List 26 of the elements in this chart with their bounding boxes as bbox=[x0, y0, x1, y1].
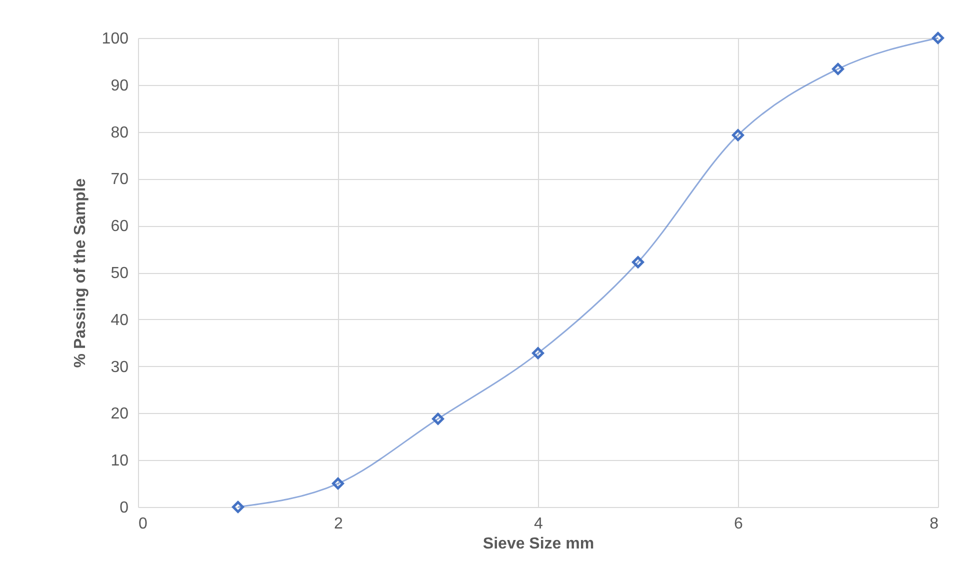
y-tick-label: 10 bbox=[110, 452, 129, 470]
x-tick-label: 4 bbox=[534, 516, 544, 532]
y-tick-label: 0 bbox=[120, 500, 129, 516]
point bbox=[432, 412, 444, 425]
point bbox=[232, 501, 244, 513]
y-axis-title: % Passing of the Sample bbox=[72, 178, 89, 368]
x-axis-title: Sieve Size mm bbox=[482, 536, 594, 552]
point bbox=[332, 478, 344, 490]
x-tick-label: 8 bbox=[930, 516, 939, 532]
y-tick-label: 90 bbox=[110, 77, 129, 94]
y-tick-label: 80 bbox=[110, 124, 129, 142]
point bbox=[632, 256, 644, 268]
y-tick-label: 20 bbox=[110, 406, 129, 423]
point bbox=[732, 129, 744, 142]
point bbox=[532, 347, 544, 360]
x-tick-label: 0 bbox=[138, 516, 148, 532]
y-tick-label: 100 bbox=[102, 30, 129, 48]
x-tick-label: 2 bbox=[334, 516, 344, 532]
point bbox=[932, 32, 944, 44]
y-tick-label: 70 bbox=[110, 171, 129, 188]
point bbox=[832, 62, 844, 75]
y-tick-label: 30 bbox=[110, 358, 129, 376]
y-tick-label: 40 bbox=[110, 312, 129, 329]
y-tick-label: 50 bbox=[110, 265, 129, 282]
y-tick-label: 60 bbox=[110, 218, 129, 236]
x-tick-label: 6 bbox=[734, 516, 744, 532]
